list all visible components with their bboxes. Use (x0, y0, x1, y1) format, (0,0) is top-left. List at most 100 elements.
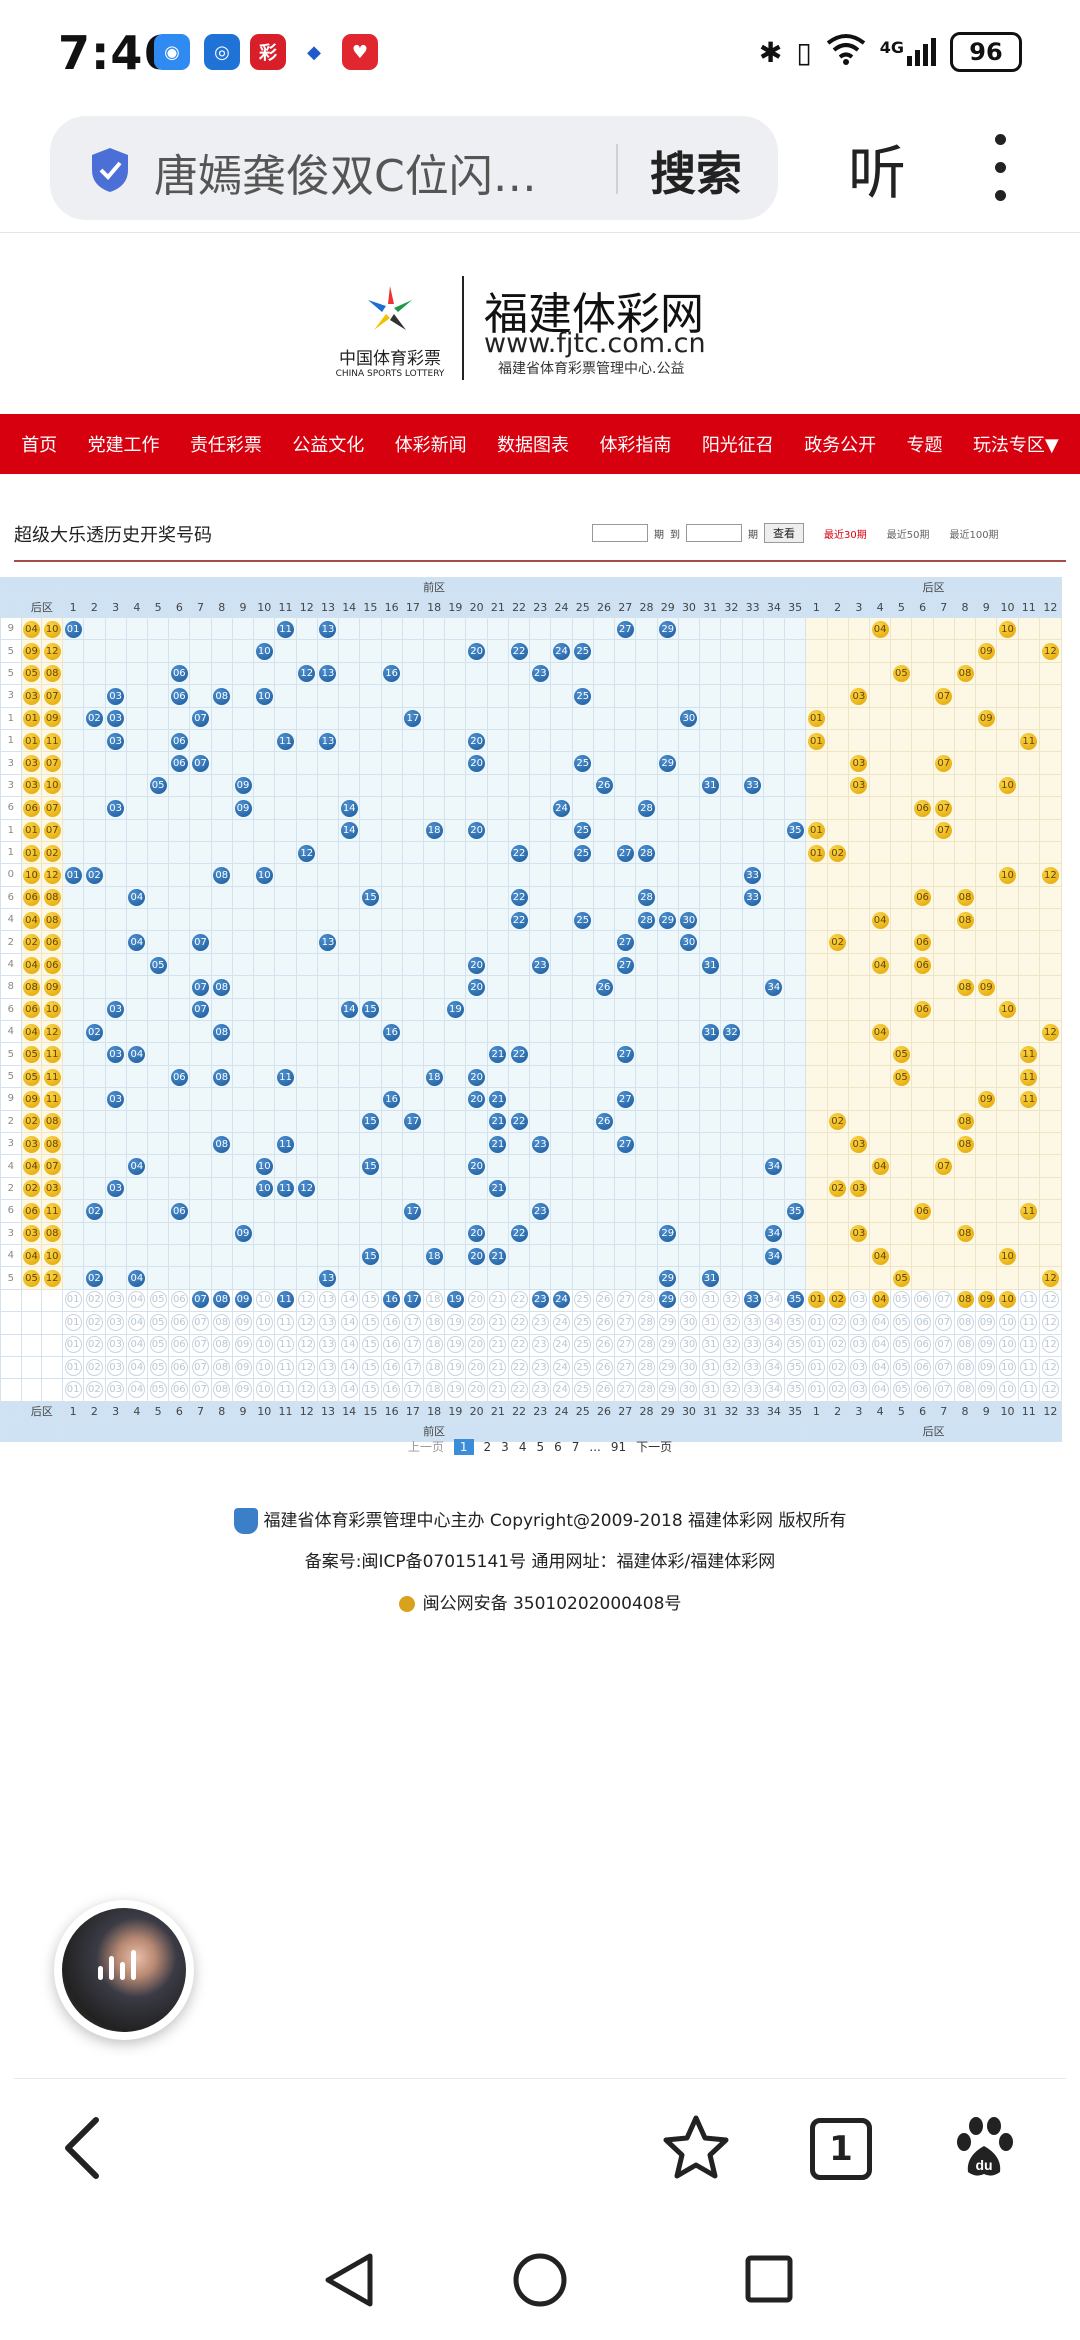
pick-back-ball[interactable]: 05 (892, 1336, 910, 1354)
pick-back-ball[interactable]: 10 (999, 1358, 1016, 1376)
pick-front-ball[interactable]: 06 (170, 1358, 188, 1376)
pick-back-ball[interactable]: 09 (977, 1336, 995, 1354)
pick-front-ball[interactable]: 09 (234, 1291, 252, 1309)
pick-front-ball[interactable]: 32 (722, 1358, 740, 1376)
pick-front-ball[interactable]: 01 (64, 1358, 82, 1376)
pick-front-ball[interactable]: 13 (319, 1336, 337, 1354)
pick-front-ball[interactable]: 29 (659, 1291, 677, 1309)
pick-front-ball[interactable]: 08 (213, 1291, 231, 1309)
pick-front-ball[interactable]: 01 (64, 1336, 82, 1354)
pick-front-ball[interactable]: 12 (298, 1336, 316, 1354)
pick-front-ball[interactable]: 16 (383, 1313, 401, 1331)
pick-back-ball[interactable]: 08 (956, 1380, 974, 1398)
pick-back-ball[interactable]: 12 (1041, 1358, 1059, 1376)
pick-front-ball[interactable]: 01 (64, 1291, 82, 1309)
pick-back-ball[interactable]: 09 (977, 1291, 995, 1309)
pick-front-ball[interactable]: 05 (149, 1380, 167, 1398)
nav-recents-icon[interactable] (745, 2255, 793, 2303)
pick-front-ball[interactable]: 35 (786, 1313, 804, 1331)
pick-back-ball[interactable]: 05 (892, 1313, 910, 1331)
pick-front-ball[interactable]: 23 (531, 1313, 549, 1331)
pick-front-ball[interactable]: 28 (637, 1313, 655, 1331)
pick-front-ball[interactable]: 21 (489, 1380, 507, 1398)
pick-back-ball[interactable]: 05 (892, 1380, 910, 1398)
end-period-input[interactable] (686, 524, 742, 542)
pick-back-ball[interactable]: 02 (829, 1313, 847, 1331)
pick-row[interactable]: 01 02 03 04 05 06 07 08 09 10 11 12 13 14 15 16 17 18 19 20… (0, 1378, 1063, 1402)
pick-back-ball[interactable]: 05 (892, 1358, 910, 1376)
listen-button[interactable]: 听 (848, 139, 907, 207)
pick-front-ball[interactable]: 16 (383, 1358, 401, 1376)
pick-front-ball[interactable]: 27 (616, 1336, 634, 1354)
pick-front-ball[interactable]: 18 (425, 1291, 443, 1309)
pick-front-ball[interactable]: 16 (383, 1336, 401, 1354)
pick-front-ball[interactable]: 07 (192, 1313, 210, 1331)
recent-100-link[interactable]: 最近100期 (949, 529, 999, 541)
pick-back-ball[interactable]: 09 (977, 1358, 995, 1376)
pick-back-ball[interactable]: 10 (999, 1291, 1016, 1309)
pick-row[interactable]: 01 02 03 04 05 06 07 08 09 10 11 12 13 14 15 16 17 18 19 20… (0, 1355, 1063, 1380)
pick-front-ball[interactable]: 14 (340, 1358, 358, 1376)
pick-front-ball[interactable]: 27 (616, 1380, 634, 1398)
pick-back-ball[interactable]: 11 (1020, 1336, 1038, 1354)
pick-front-ball[interactable]: 31 (701, 1313, 719, 1331)
pick-front-ball[interactable]: 30 (680, 1336, 698, 1354)
pick-front-ball[interactable]: 15 (361, 1336, 379, 1354)
pick-front-ball[interactable]: 17 (404, 1358, 422, 1376)
pick-front-ball[interactable]: 24 (553, 1380, 571, 1398)
pick-front-ball[interactable]: 12 (298, 1313, 316, 1331)
pick-front-ball[interactable]: 04 (128, 1358, 146, 1376)
pick-front-ball[interactable]: 32 (722, 1313, 740, 1331)
pick-front-ball[interactable]: 34 (765, 1380, 783, 1398)
pick-front-ball[interactable]: 15 (361, 1313, 379, 1331)
pick-front-ball[interactable]: 23 (531, 1291, 549, 1309)
pick-front-ball[interactable]: 33 (744, 1358, 762, 1376)
pick-back-ball[interactable]: 02 (829, 1336, 847, 1354)
back-arrow-icon[interactable] (50, 2112, 122, 2184)
pick-front-ball[interactable]: 27 (616, 1291, 634, 1309)
pick-front-ball[interactable]: 21 (489, 1336, 507, 1354)
page-link[interactable]: 5 (536, 1439, 545, 1454)
nav-item-party[interactable]: 党建工作 (87, 435, 160, 456)
pick-front-ball[interactable]: 34 (765, 1358, 783, 1376)
pick-back-ball[interactable]: 01 (807, 1380, 825, 1398)
pick-front-ball[interactable]: 16 (383, 1291, 401, 1309)
pick-front-ball[interactable]: 06 (170, 1380, 188, 1398)
pick-back-ball[interactable]: 08 (956, 1313, 974, 1331)
pick-front-ball[interactable]: 26 (595, 1380, 613, 1398)
pick-front-ball[interactable]: 04 (128, 1291, 146, 1309)
pick-front-ball[interactable]: 33 (744, 1336, 762, 1354)
pick-front-ball[interactable]: 23 (531, 1380, 549, 1398)
pick-front-ball[interactable]: 19 (446, 1358, 464, 1376)
pick-front-ball[interactable]: 33 (744, 1291, 762, 1309)
footer-icp[interactable]: 备案号:闽ICP备07015141号 通用网址：福建体彩/福建体彩网 (304, 1552, 776, 1572)
nav-item-recruit[interactable]: 阳光征召 (701, 435, 774, 456)
pick-back-ball[interactable]: 04 (871, 1291, 889, 1309)
pick-front-ball[interactable]: 15 (361, 1291, 379, 1309)
pick-back-ball[interactable]: 12 (1041, 1291, 1059, 1309)
pick-back-ball[interactable]: 07 (935, 1380, 953, 1398)
pick-front-ball[interactable]: 25 (574, 1291, 592, 1309)
pick-row[interactable]: 01 02 03 04 05 06 07 08 09 10 11 12 13 14 15 16 17 18 19 20… (0, 1288, 1063, 1313)
pick-front-ball[interactable]: 02 (85, 1380, 103, 1398)
pick-front-ball[interactable]: 12 (298, 1291, 316, 1309)
footer-police[interactable]: 闽公网安备 35010202000408号 (0, 1589, 1080, 1614)
pick-front-ball[interactable]: 33 (744, 1313, 762, 1331)
pick-back-ball[interactable]: 04 (871, 1336, 889, 1354)
pick-front-ball[interactable]: 07 (192, 1291, 210, 1309)
pick-front-ball[interactable]: 23 (531, 1336, 549, 1354)
pick-front-ball[interactable]: 09 (234, 1358, 252, 1376)
page-link-current[interactable]: 1 (453, 1438, 474, 1455)
pick-front-ball[interactable]: 20 (468, 1336, 486, 1354)
pick-back-ball[interactable]: 06 (914, 1336, 932, 1354)
pick-front-ball[interactable]: 10 (255, 1291, 273, 1309)
pick-back-ball[interactable]: 02 (829, 1291, 847, 1309)
pick-front-ball[interactable]: 14 (340, 1380, 358, 1398)
pick-back-ball[interactable]: 12 (1041, 1313, 1059, 1331)
pick-front-ball[interactable]: 24 (553, 1291, 571, 1309)
page-link[interactable]: 7 (571, 1439, 580, 1454)
pick-back-ball[interactable]: 07 (935, 1336, 953, 1354)
pick-back-ball[interactable]: 11 (1020, 1291, 1038, 1309)
pick-back-ball[interactable]: 01 (807, 1358, 825, 1376)
pick-front-ball[interactable]: 29 (659, 1358, 677, 1376)
